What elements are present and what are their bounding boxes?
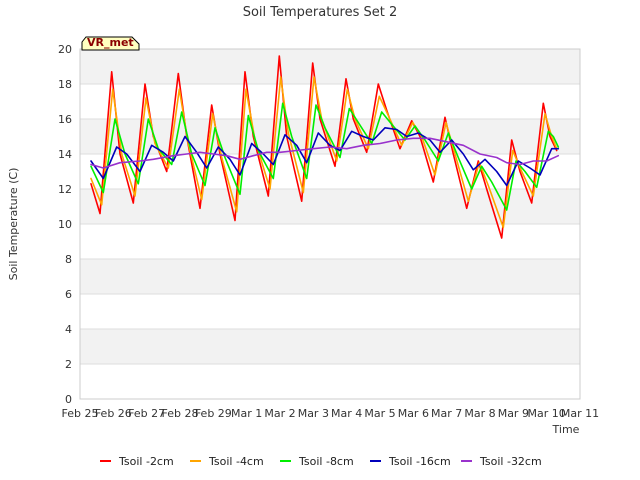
plot-bands <box>80 49 580 399</box>
plot-band <box>80 84 580 119</box>
chart-title: Soil Temperatures Set 2 <box>243 5 398 20</box>
plot-band <box>80 294 580 329</box>
x-tick-label: Mar 5 <box>364 407 395 420</box>
x-tick-label: Mar 9 <box>498 407 529 420</box>
series-line-1 <box>90 76 558 229</box>
y-axis-ticks: 0 2 4 6 8 10 12 14 16 18 20 <box>58 43 72 406</box>
plot-band <box>80 189 580 224</box>
y-tick-label: 10 <box>58 218 72 231</box>
y-tick-label: 14 <box>58 148 72 161</box>
legend-label: Tsoil -32cm <box>479 455 542 468</box>
x-tick-label: Feb 26 <box>95 407 132 420</box>
y-tick-label: 18 <box>58 78 72 91</box>
legend-label: Tsoil -8cm <box>298 455 354 468</box>
y-tick-label: 4 <box>65 323 72 336</box>
x-tick-label: Mar 11 <box>561 407 599 420</box>
badge-shape <box>81 36 140 51</box>
y-tick-label: 0 <box>65 393 72 406</box>
badge-label: VR_met <box>87 36 134 49</box>
series-group <box>90 55 560 239</box>
y-tick-label: 8 <box>65 253 72 266</box>
x-tick-label: Mar 4 <box>331 407 362 420</box>
y-tick-label: 12 <box>58 183 72 196</box>
plot-band <box>80 329 580 364</box>
x-tick-label: Mar 7 <box>431 407 462 420</box>
x-tick-label: Mar 8 <box>464 407 495 420</box>
y-tick-label: 6 <box>65 288 72 301</box>
x-tick-label: Feb 29 <box>195 407 232 420</box>
series-line-3 <box>90 127 560 187</box>
plot-band <box>80 49 580 84</box>
x-tick-label: Mar 1 <box>231 407 262 420</box>
y-axis-label: Soil Temperature (C) <box>7 168 20 281</box>
y-tick-label: 20 <box>58 43 72 56</box>
x-tick-label: Feb 28 <box>162 407 199 420</box>
x-tick-label: Mar 10 <box>528 407 566 420</box>
x-axis-label: Time <box>552 423 580 436</box>
x-tick-label: Mar 6 <box>398 407 429 420</box>
legend-label: Tsoil -4cm <box>208 455 264 468</box>
x-tick-label: Mar 2 <box>264 407 295 420</box>
plot-band <box>80 259 580 294</box>
x-tick-label: Feb 25 <box>62 407 99 420</box>
plot-band <box>80 224 580 259</box>
legend-label: Tsoil -16cm <box>388 455 451 468</box>
plot-frame <box>79 48 581 400</box>
x-tick-label: Feb 27 <box>128 407 165 420</box>
x-tick-label: Mar 3 <box>298 407 329 420</box>
plot-band <box>80 364 580 399</box>
series-line-4 <box>90 137 560 169</box>
vr-met-badge: VR_met <box>81 36 140 51</box>
y-tick-label: 16 <box>58 113 72 126</box>
legend-label: Tsoil -2cm <box>118 455 174 468</box>
y-tick-label: 2 <box>65 358 72 371</box>
legend: Tsoil -2cm Tsoil -4cm Tsoil -8cm Tsoil -16c… <box>100 455 542 468</box>
